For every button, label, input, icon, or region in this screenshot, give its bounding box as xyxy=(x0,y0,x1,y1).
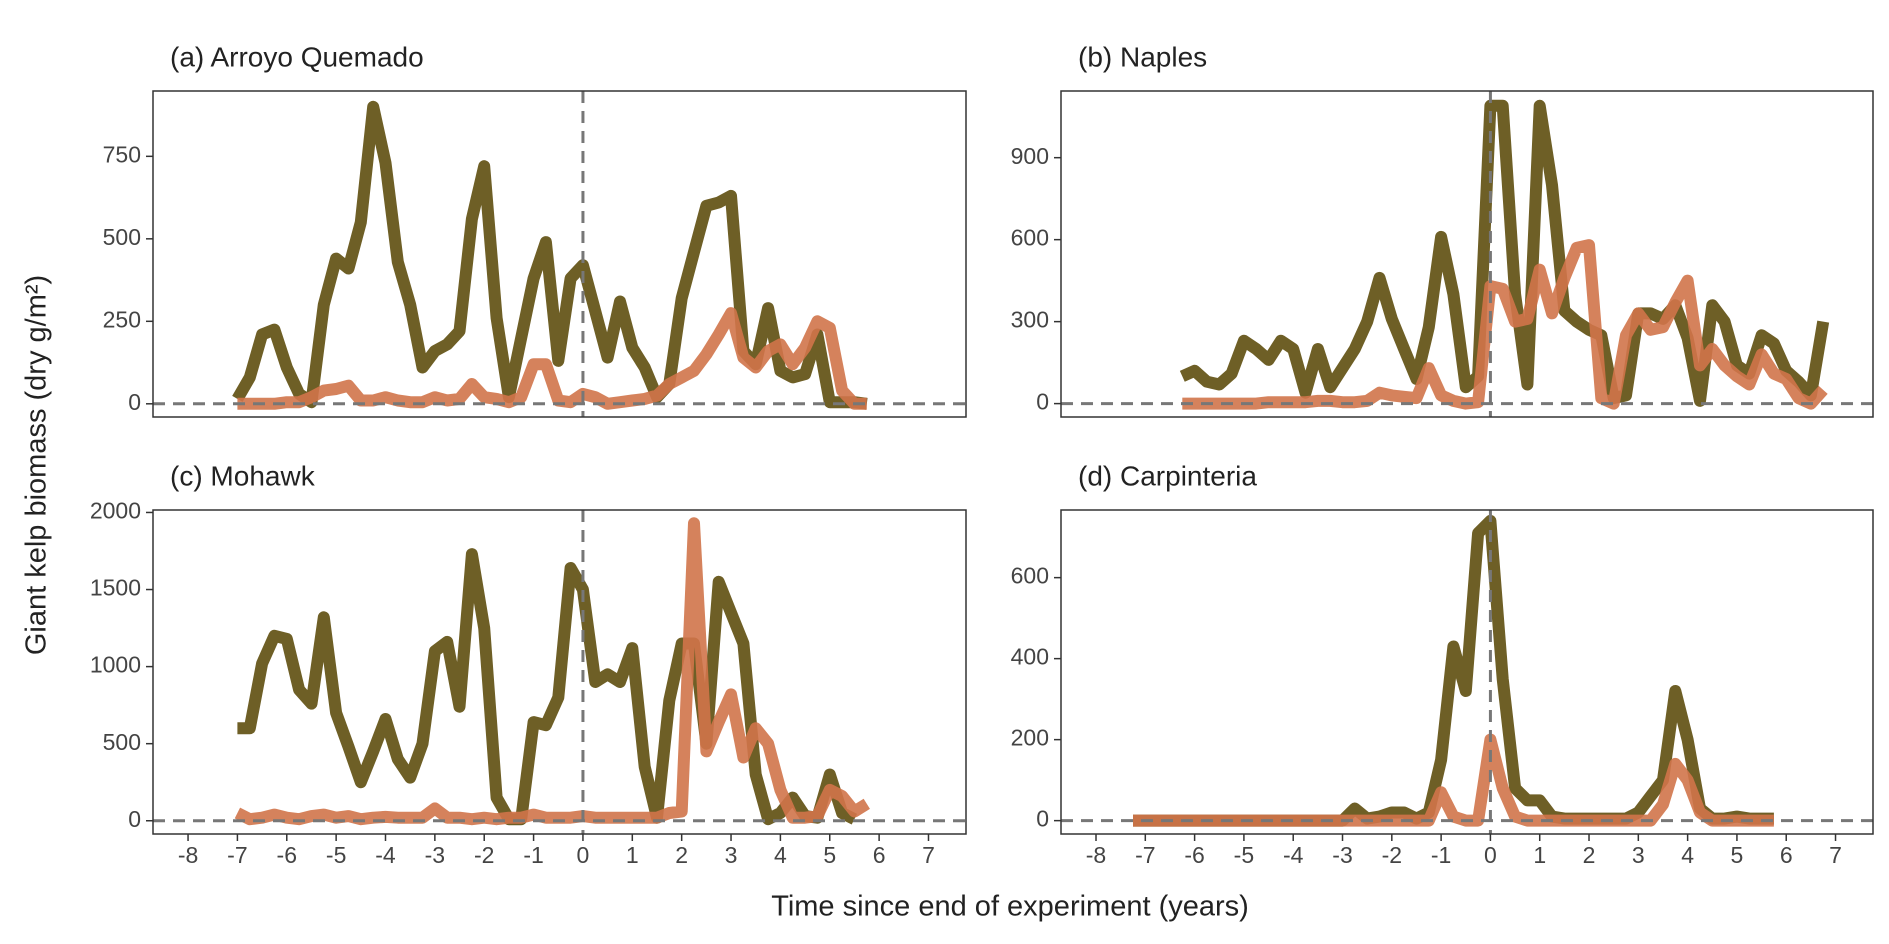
y-tick-label: 600 xyxy=(1011,225,1049,251)
x-tick-label: 2 xyxy=(675,842,688,868)
x-tick-label: -2 xyxy=(474,842,494,868)
x-tick-label: -5 xyxy=(326,842,346,868)
panel-border xyxy=(152,509,967,835)
x-tick-label: 0 xyxy=(577,842,590,868)
y-tick-label: 0 xyxy=(128,389,141,415)
panel-title: (b) Naples xyxy=(1078,41,1207,72)
x-tick-label: 5 xyxy=(1731,842,1744,868)
y-tick-label: 0 xyxy=(128,806,141,832)
x-tick-label: 1 xyxy=(1533,842,1546,868)
data-line xyxy=(234,517,870,826)
x-tick-label: -1 xyxy=(523,842,543,868)
x-tick-label: 7 xyxy=(922,842,935,868)
x-tick-label: -7 xyxy=(1135,842,1155,868)
x-tick-label: -3 xyxy=(1332,842,1352,868)
y-tick-label: 500 xyxy=(103,729,141,755)
y-tick-label: 200 xyxy=(1011,725,1049,751)
x-tick-label: 6 xyxy=(873,842,886,868)
panel-title: (c) Mohawk xyxy=(170,460,316,491)
panel-border xyxy=(1060,90,1874,418)
y-tick-label: 750 xyxy=(103,141,141,167)
y-tick-label: 500 xyxy=(103,224,141,250)
x-tick-label: -7 xyxy=(227,842,247,868)
x-tick-label: -3 xyxy=(425,842,445,868)
y-tick-label: 0 xyxy=(1036,389,1049,415)
x-tick-label: -4 xyxy=(375,842,396,868)
y-tick-label: 400 xyxy=(1011,644,1049,670)
y-tick-label: 2000 xyxy=(90,498,141,524)
data-line xyxy=(1133,733,1774,827)
x-tick-label: -8 xyxy=(178,842,198,868)
x-tick-label: 0 xyxy=(1484,842,1497,868)
y-tick-label: 1500 xyxy=(90,575,141,601)
x-tick-label: -6 xyxy=(277,842,297,868)
x-tick-label: 6 xyxy=(1780,842,1793,868)
panel-title: (a) Arroyo Quemado xyxy=(170,41,424,72)
x-axis-label: Time since end of experiment (years) xyxy=(771,891,1249,923)
y-tick-label: 0 xyxy=(1036,806,1049,832)
x-tick-label: 3 xyxy=(1632,842,1645,868)
x-tick-label: -1 xyxy=(1431,842,1451,868)
x-tick-label: 1 xyxy=(626,842,639,868)
x-tick-label: 4 xyxy=(774,842,787,868)
x-tick-label: 3 xyxy=(725,842,738,868)
x-tick-label: 5 xyxy=(823,842,836,868)
y-axis-label: Giant kelp biomass (dry g/m²) xyxy=(21,275,53,655)
data-line xyxy=(1179,99,1830,407)
x-tick-label: 2 xyxy=(1583,842,1596,868)
x-tick-label: -2 xyxy=(1382,842,1402,868)
panel-border xyxy=(1060,509,1874,835)
panel-border xyxy=(152,90,967,418)
x-tick-label: -8 xyxy=(1086,842,1106,868)
y-tick-label: 1000 xyxy=(90,652,141,678)
y-tick-label: 600 xyxy=(1011,563,1049,589)
panel-title: (d) Carpinteria xyxy=(1078,460,1257,491)
data-line xyxy=(232,100,868,410)
x-tick-label: 7 xyxy=(1829,842,1842,868)
y-tick-label: 250 xyxy=(103,306,141,332)
y-tick-label: 900 xyxy=(1011,143,1049,169)
data-line xyxy=(237,548,858,826)
x-tick-label: -6 xyxy=(1184,842,1204,868)
x-tick-label: -4 xyxy=(1283,842,1304,868)
x-tick-label: 4 xyxy=(1681,842,1694,868)
y-tick-label: 300 xyxy=(1011,307,1049,333)
x-tick-label: -5 xyxy=(1234,842,1254,868)
data-line xyxy=(237,307,867,410)
